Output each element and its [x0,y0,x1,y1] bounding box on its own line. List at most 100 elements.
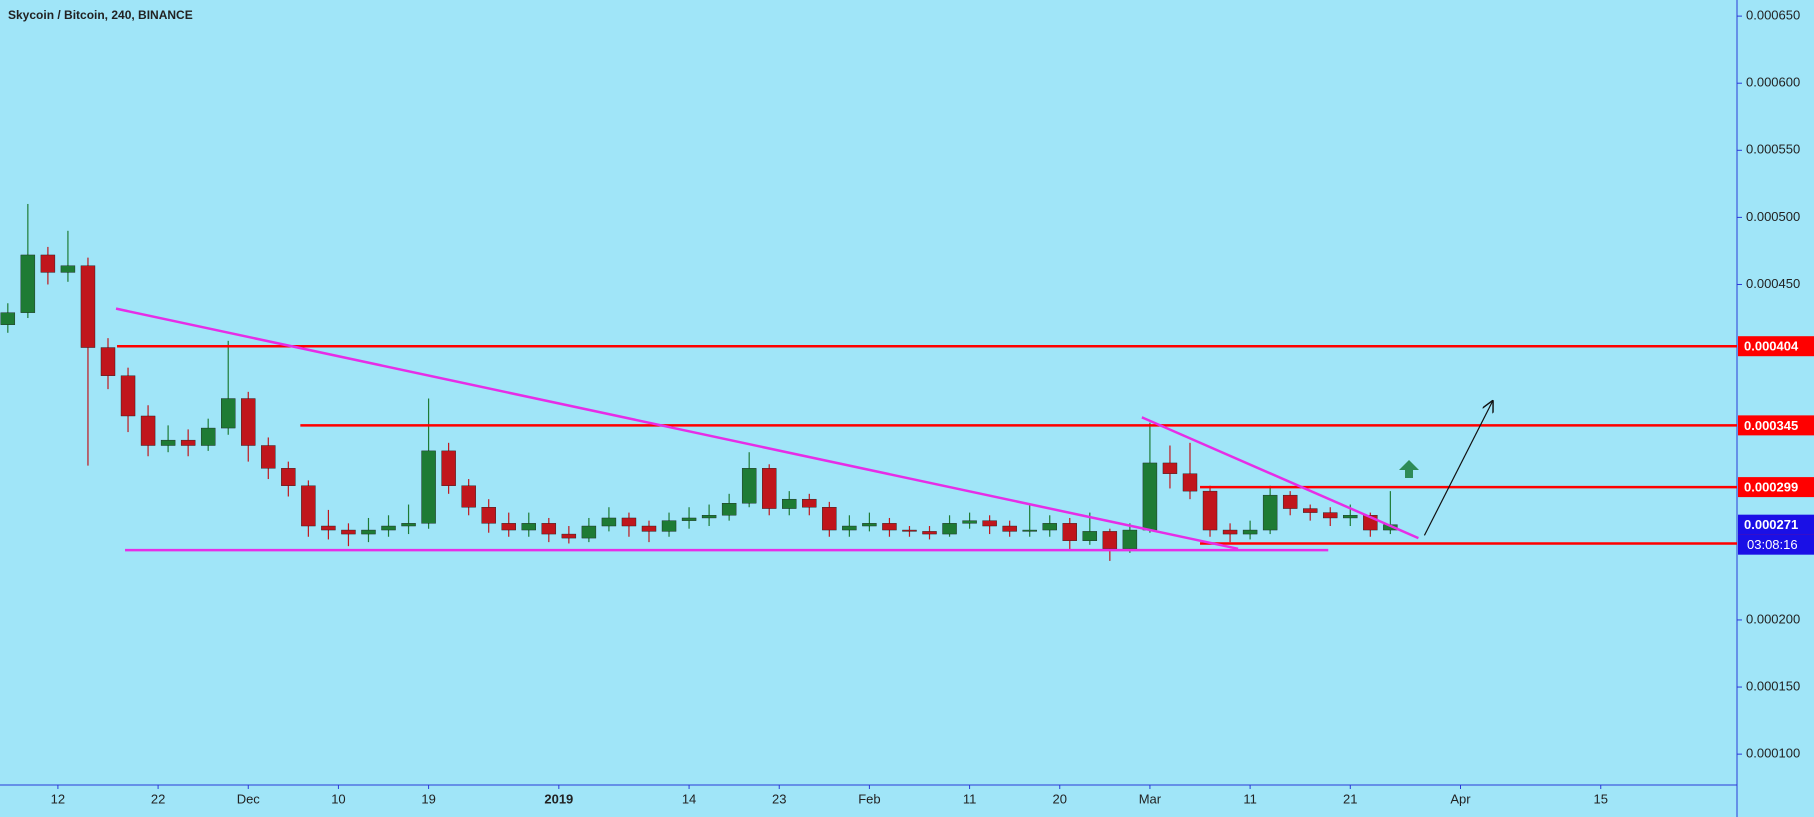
candle-body [60,265,76,273]
candle-body [1102,531,1118,550]
candle-body [762,468,777,509]
candle-body [822,507,837,531]
candle-body [361,529,376,535]
x-tick-label: 11 [1243,791,1257,806]
y-tick-label: 0.000150 [1746,678,1800,693]
candle-body [100,347,116,376]
candle-body [1262,494,1278,531]
candle-body [962,520,977,524]
candle-body [1303,508,1318,513]
candle-body [922,531,937,535]
candle-body [521,523,536,531]
candle-body [200,427,216,446]
candle-body [40,254,56,273]
up-arrow-icon [1399,460,1419,478]
candle-body [621,517,637,527]
level-label-box [1738,477,1814,498]
candle-body [701,515,717,519]
countdown-box [1738,534,1814,555]
candle-body [782,498,797,509]
x-tick-label: 21 [1343,791,1357,806]
candle-body [160,439,176,446]
y-tick-label: 0.000600 [1746,75,1800,90]
candle-body [1062,523,1077,541]
x-tick-label: 2019 [544,791,573,806]
candle-body [1042,523,1057,531]
x-tick-label: 20 [1053,791,1067,806]
candle-body [421,450,436,524]
candle-body [261,445,276,469]
chart-title: Skycoin / Bitcoin, 240, BINANCE [8,8,193,22]
x-tick-label: 22 [151,791,165,806]
x-tick-label: 14 [682,791,696,806]
y-tick-label: 0.000100 [1746,746,1800,761]
candle-body [1182,473,1198,492]
current-price-label: 0.000271 [1744,517,1798,532]
candle-body [1222,529,1238,535]
y-tick-label: 0.000450 [1746,276,1800,291]
level-label: 0.000404 [1744,339,1799,354]
level-label-box [1738,336,1814,357]
candle-body [661,520,677,532]
trendline [1141,416,1419,540]
candle-body [541,523,557,535]
candle-body [1343,515,1358,519]
candle-body [681,517,697,521]
candle-body [601,517,617,527]
candle-body [321,525,336,531]
candle-body [461,485,476,508]
level-label: 0.000299 [1744,480,1798,495]
candle-body [1022,529,1037,532]
candle-body [481,507,496,524]
x-tick-label: 23 [772,791,786,806]
candle-body [120,375,136,417]
x-tick-label: 12 [51,791,65,806]
candle-body [641,525,657,532]
candle-body [20,254,36,313]
candle-body [140,415,156,446]
candle-body [221,398,236,429]
candle-body [1162,462,1178,474]
candle-body [381,525,396,531]
candle-body [1122,529,1138,550]
x-tick-label: Feb [858,791,880,806]
candle-body [0,312,16,325]
candle-body [241,398,256,446]
candle-body [942,523,957,535]
x-tick-label: Apr [1450,791,1471,806]
candle-body [862,523,877,527]
candle-body [441,450,456,486]
candle-body [281,468,296,486]
candle-body [982,520,997,527]
candle-body [1082,531,1098,541]
x-tick-label: 10 [331,791,345,806]
candle-body [1282,494,1298,509]
countdown-label: 03:08:16 [1747,537,1798,552]
candle-body [341,529,356,535]
y-tick-label: 0.000650 [1746,8,1800,23]
candle-body [581,525,597,539]
candle-body [401,523,416,527]
candle-body [842,525,857,531]
candle-body [741,468,757,504]
candle-body [301,485,316,527]
candle-body [1142,462,1158,531]
candle-body [1242,529,1258,535]
x-tick-label: 15 [1594,791,1608,806]
y-tick-label: 0.000550 [1746,142,1800,157]
candle-body [501,523,516,531]
candle-body [882,523,897,531]
candle-body [180,439,196,446]
candle-body [721,503,737,516]
trendline [115,307,1239,551]
candle-body [802,498,817,508]
trendline [1423,401,1492,536]
x-tick-label: 11 [963,791,977,806]
y-tick-label: 0.000500 [1746,209,1800,224]
x-tick-label: Dec [237,791,261,806]
y-tick-label: 0.000200 [1746,611,1800,626]
candle-body [902,529,917,532]
x-tick-label: Mar [1139,791,1162,806]
